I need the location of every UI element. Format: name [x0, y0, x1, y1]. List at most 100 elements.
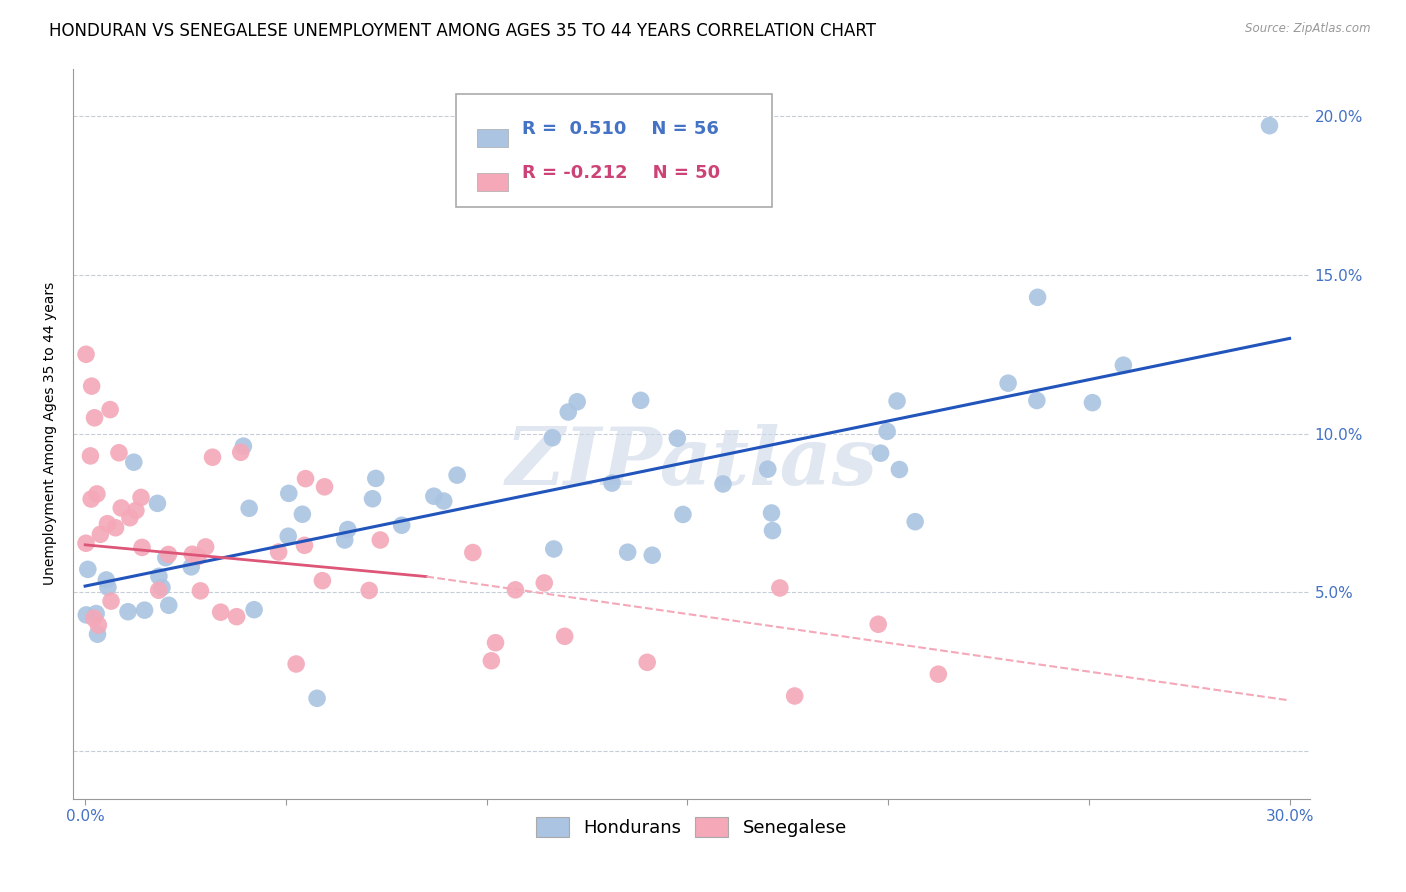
Point — [761, 506, 783, 520]
Point — [201, 450, 224, 465]
Point — [783, 689, 806, 703]
Point — [505, 582, 527, 597]
Point — [96, 516, 118, 531]
Point — [75, 607, 97, 622]
Point — [76, 562, 98, 576]
Point — [711, 477, 734, 491]
Point — [307, 691, 329, 706]
Point — [391, 518, 413, 533]
Text: ZIPatlas: ZIPatlas — [505, 424, 877, 501]
Point — [541, 431, 564, 445]
Point — [110, 500, 132, 515]
Point — [86, 487, 108, 501]
Point — [291, 507, 314, 521]
Point — [267, 545, 290, 559]
Legend: Hondurans, Senegalese: Hondurans, Senegalese — [529, 809, 853, 845]
Text: R = -0.212    N = 50: R = -0.212 N = 50 — [522, 164, 720, 182]
Point — [876, 425, 898, 439]
Point — [368, 533, 391, 547]
Point — [761, 524, 783, 538]
Point — [181, 547, 204, 561]
Text: Source: ZipAtlas.com: Source: ZipAtlas.com — [1246, 22, 1371, 36]
Point — [616, 545, 638, 559]
Point — [225, 609, 247, 624]
Point — [1258, 119, 1281, 133]
Point — [1026, 290, 1049, 304]
Point — [904, 515, 927, 529]
Point — [277, 486, 299, 500]
Point — [361, 491, 384, 506]
Point — [157, 548, 180, 562]
Point — [80, 491, 103, 506]
Point — [756, 462, 779, 476]
Point — [1112, 358, 1135, 372]
FancyBboxPatch shape — [478, 172, 509, 191]
Point — [98, 402, 121, 417]
Point — [554, 629, 576, 643]
Point — [131, 541, 153, 555]
Point — [96, 573, 118, 587]
Point — [122, 455, 145, 469]
Point — [461, 545, 484, 559]
Point — [190, 583, 212, 598]
FancyBboxPatch shape — [457, 94, 772, 207]
Point — [80, 379, 103, 393]
Point — [636, 188, 658, 202]
Point — [86, 627, 108, 641]
Point — [108, 446, 131, 460]
Point — [533, 576, 555, 591]
Point — [134, 603, 156, 617]
Point — [155, 550, 177, 565]
Point — [997, 376, 1019, 391]
Point — [630, 393, 652, 408]
Point — [232, 439, 254, 453]
FancyBboxPatch shape — [478, 128, 509, 147]
Point — [84, 607, 107, 621]
Point — [118, 510, 141, 524]
Point — [543, 541, 565, 556]
Point — [557, 405, 579, 419]
Point — [89, 527, 111, 541]
Point — [75, 536, 97, 550]
Point — [150, 581, 173, 595]
Y-axis label: Unemployment Among Ages 35 to 44 years: Unemployment Among Ages 35 to 44 years — [44, 282, 58, 585]
Point — [83, 410, 105, 425]
Point — [636, 655, 658, 669]
Point — [484, 636, 506, 650]
Point — [446, 468, 468, 483]
Point — [567, 394, 589, 409]
Point — [194, 540, 217, 554]
Point — [209, 605, 232, 619]
Point — [83, 611, 105, 625]
Point — [889, 462, 911, 476]
Point — [125, 503, 148, 517]
Point — [927, 667, 949, 681]
Text: HONDURAN VS SENEGALESE UNEMPLOYMENT AMONG AGES 35 TO 44 YEARS CORRELATION CHART: HONDURAN VS SENEGALESE UNEMPLOYMENT AMON… — [49, 22, 876, 40]
Point — [87, 618, 110, 632]
Point — [238, 501, 260, 516]
Point — [243, 603, 266, 617]
Point — [294, 538, 316, 552]
Point — [600, 476, 623, 491]
Point — [364, 471, 387, 485]
Point — [1081, 395, 1104, 409]
Point — [129, 491, 152, 505]
Point — [285, 657, 308, 671]
Point — [314, 480, 336, 494]
Text: R =  0.510    N = 56: R = 0.510 N = 56 — [522, 120, 718, 138]
Point — [117, 605, 139, 619]
Point — [1025, 393, 1047, 408]
Point — [479, 654, 502, 668]
Point — [79, 449, 101, 463]
Point — [359, 583, 381, 598]
Point — [433, 494, 456, 508]
Point — [148, 583, 170, 598]
Point — [423, 489, 446, 503]
Point — [672, 508, 695, 522]
Point — [100, 594, 122, 608]
Point — [277, 529, 299, 543]
Point — [180, 560, 202, 574]
Point — [75, 347, 97, 361]
Point — [641, 548, 664, 562]
Point — [146, 496, 169, 510]
